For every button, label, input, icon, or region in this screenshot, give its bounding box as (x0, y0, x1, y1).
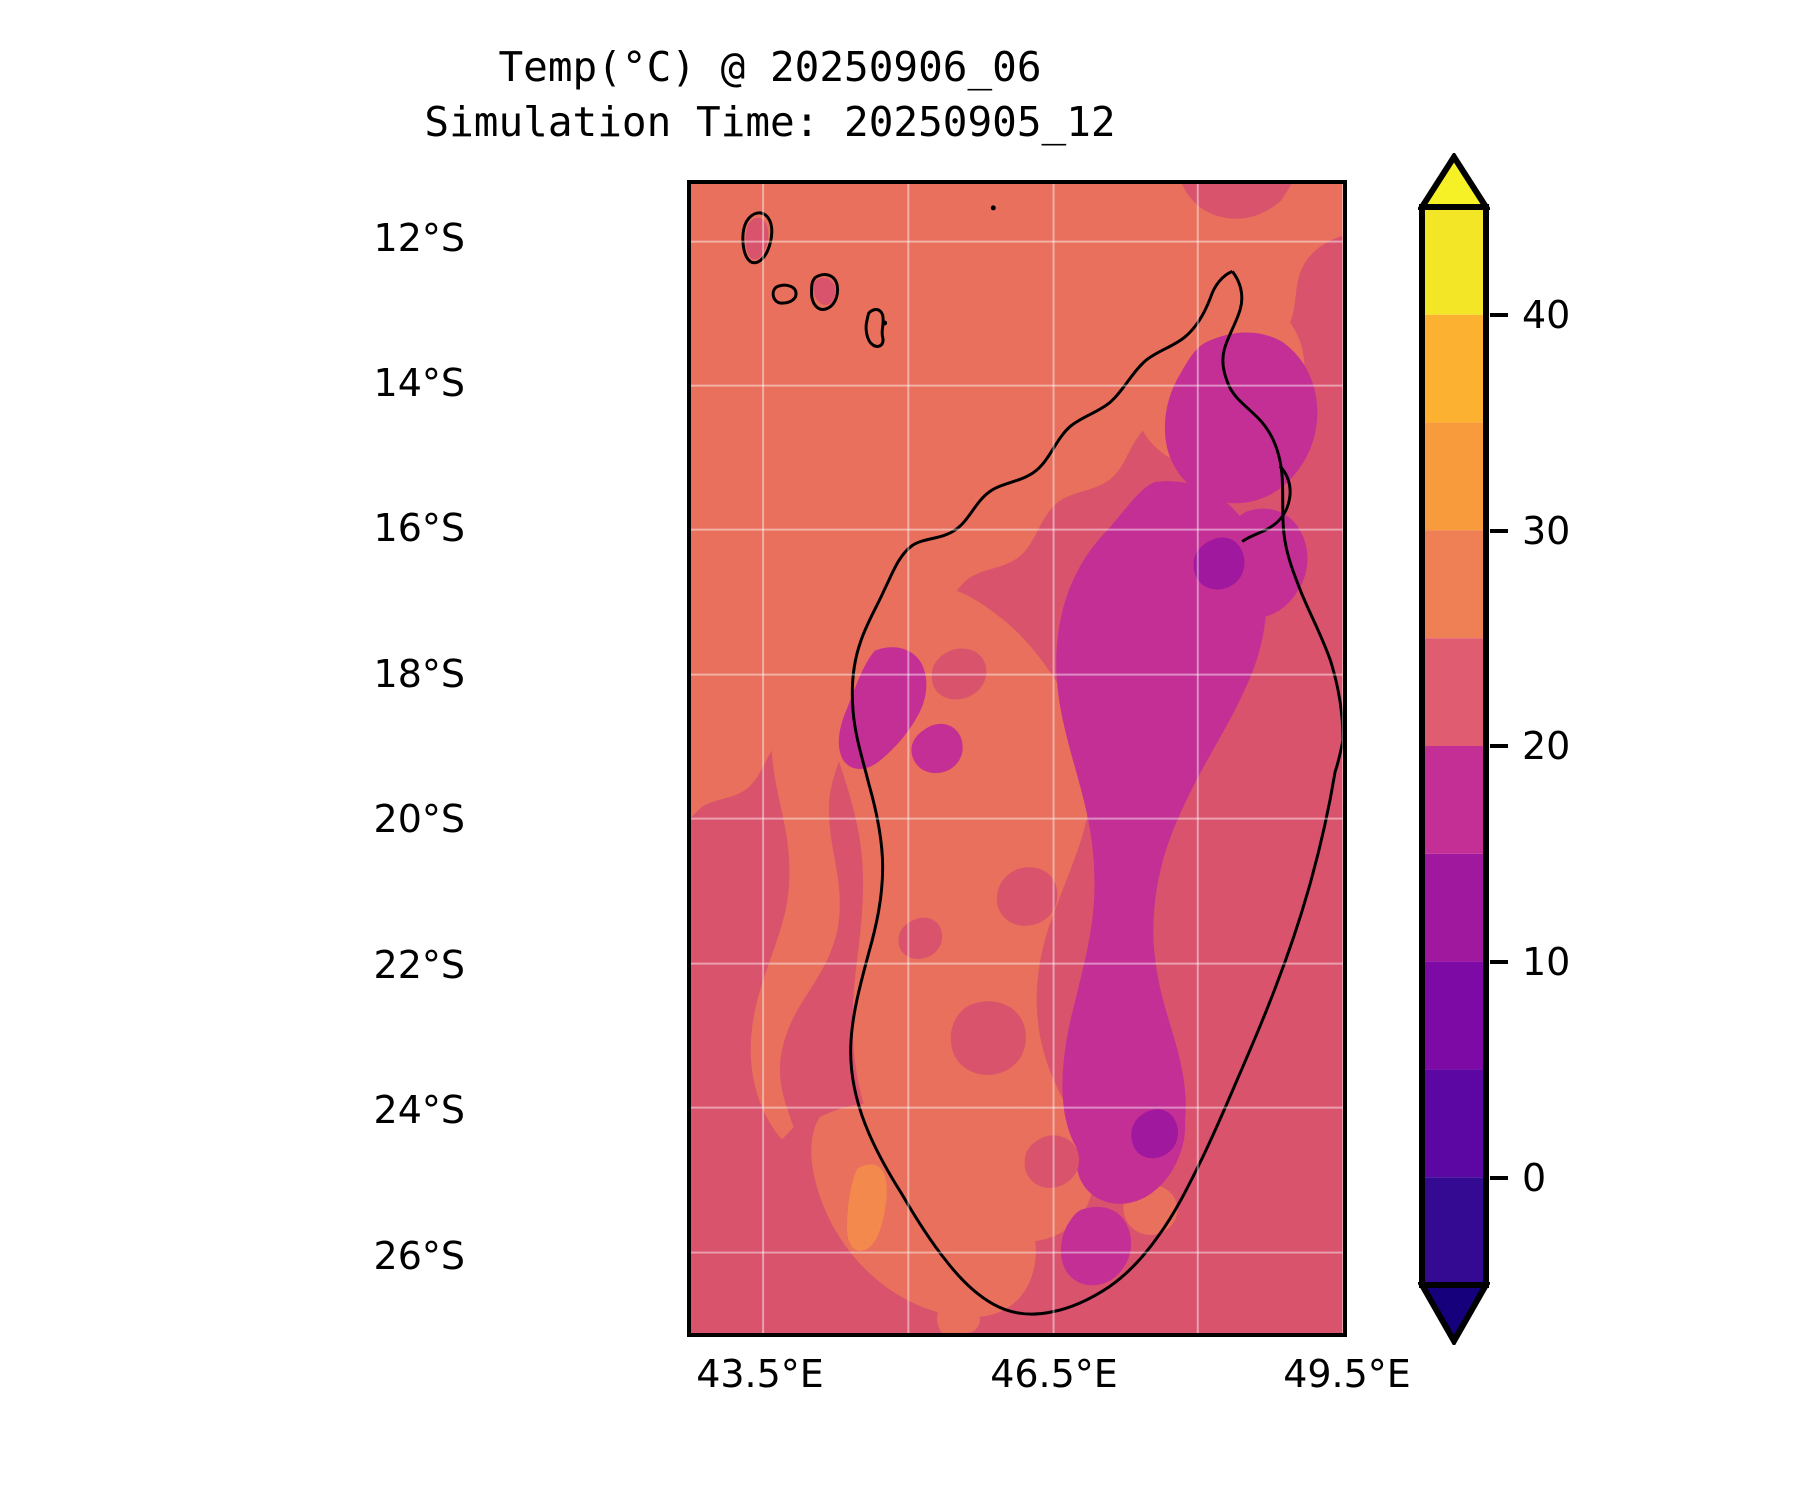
island-dot (990, 205, 996, 211)
cbtick-label-20: 20 (1522, 724, 1571, 768)
ytick-label-24s: 24°S (373, 1088, 465, 1132)
cbtick-label-40: 40 (1522, 293, 1571, 337)
ytick-label-26s: 26°S (373, 1234, 465, 1278)
xtick-label-435e: 43.5°E (696, 1352, 824, 1396)
cbtick-mark-30 (1490, 529, 1508, 533)
temperature-contour-map (691, 184, 1343, 1333)
ytick-label-20s: 20°S (373, 797, 465, 841)
contour-band-20-25-interior (898, 648, 1080, 1188)
colorbar-gradient (1418, 153, 1490, 1345)
xtick-label-465e: 46.5°E (990, 1352, 1118, 1396)
chart-title: Temp(°C) @ 20250906_06 Simulation Time: … (0, 40, 1540, 150)
ytick-label-16s: 16°S (373, 506, 465, 550)
colorbar[interactable] (1418, 153, 1490, 1345)
cbtick-mark-0 (1490, 1176, 1508, 1180)
title-line-1: Temp(°C) @ 20250906_06 (498, 43, 1042, 91)
contour-band-30-35 (847, 1164, 887, 1251)
colorbar-outline (1419, 204, 1489, 1288)
ytick-label-12s: 12°S (373, 216, 465, 260)
island-fill-comoros (745, 217, 836, 306)
island-dot-2 (882, 320, 888, 326)
cbtick-label-30: 30 (1522, 509, 1571, 553)
coastline-bay-detail (1241, 464, 1292, 543)
cbtick-mark-40 (1490, 313, 1508, 317)
cbtick-label-0: 0 (1522, 1156, 1547, 1200)
contour-band-10-15 (1131, 537, 1245, 1159)
island-outlines (741, 211, 885, 348)
coastline-main (849, 270, 1343, 1316)
cbtick-label-10: 10 (1522, 940, 1571, 984)
cbtick-mark-10 (1490, 960, 1508, 964)
ytick-label-18s: 18°S (373, 652, 465, 696)
ytick-label-14s: 14°S (373, 361, 465, 405)
coastline-northeast (1221, 270, 1343, 741)
cbtick-mark-20 (1490, 744, 1508, 748)
colorbar-bands (1422, 207, 1486, 1285)
xtick-label-495e: 49.5°E (1283, 1352, 1411, 1396)
title-line-2: Simulation Time: 20250905_12 (424, 98, 1116, 146)
ytick-label-22s: 22°S (373, 943, 465, 987)
colorbar-under-arrow (1418, 1282, 1490, 1345)
map-gridlines (691, 184, 1343, 1333)
colorbar-over-arrow (1418, 153, 1490, 210)
map-plot-area[interactable] (687, 180, 1347, 1337)
